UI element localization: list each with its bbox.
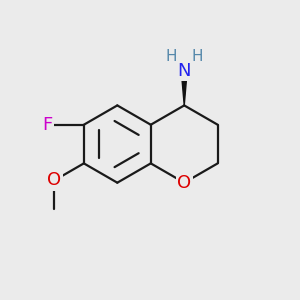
Text: H: H [192, 49, 203, 64]
Polygon shape [181, 70, 187, 105]
Text: N: N [178, 61, 191, 80]
Text: O: O [47, 171, 61, 189]
Text: F: F [42, 116, 52, 134]
Text: H: H [165, 49, 177, 64]
Text: O: O [177, 174, 191, 192]
